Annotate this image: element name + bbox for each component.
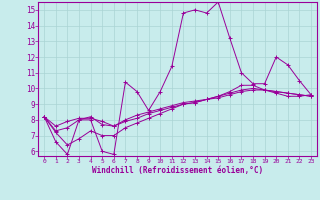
- X-axis label: Windchill (Refroidissement éolien,°C): Windchill (Refroidissement éolien,°C): [92, 166, 263, 175]
